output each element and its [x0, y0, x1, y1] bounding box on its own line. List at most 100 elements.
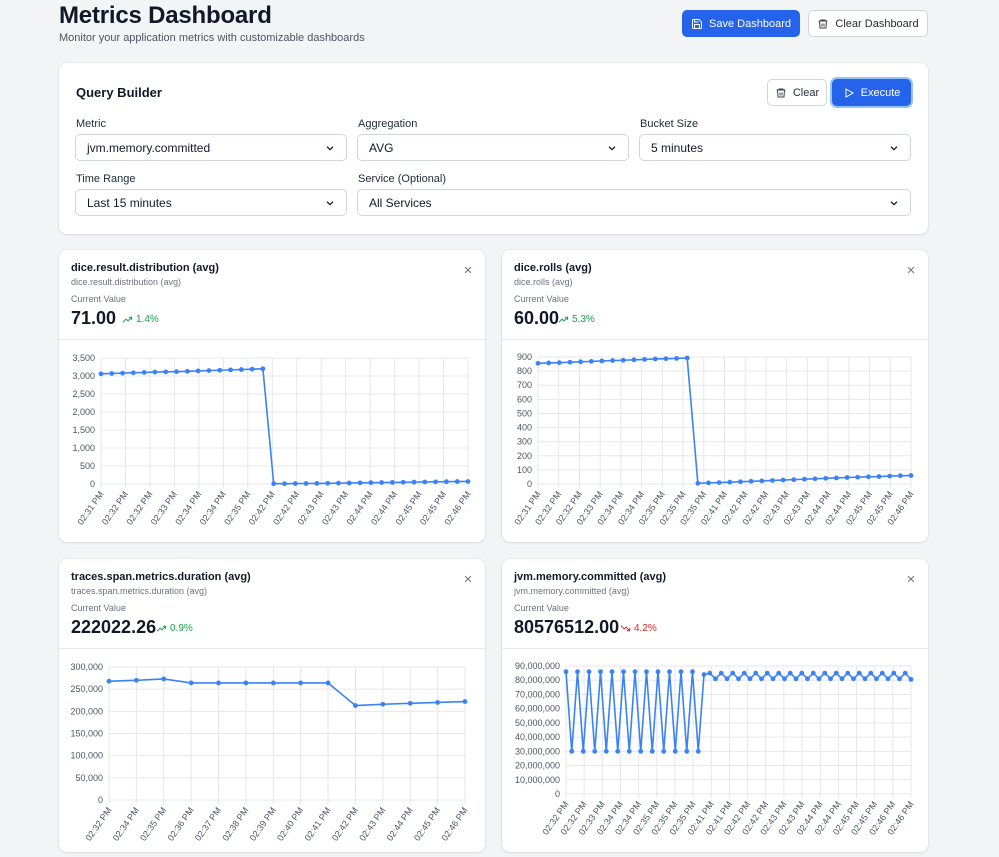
close-icon[interactable] [906, 574, 916, 584]
data-point [599, 358, 605, 364]
data-point [161, 676, 167, 682]
current-value-label: Current Value [71, 294, 126, 304]
data-point [644, 669, 649, 675]
data-point [228, 367, 233, 373]
metric-select[interactable]: jvm.memory.committed [75, 134, 347, 161]
card-divider [59, 339, 485, 340]
y-tick-label: 200,000 [70, 706, 103, 716]
data-point [433, 479, 439, 485]
data-point [839, 676, 845, 682]
data-point [569, 748, 575, 754]
data-point [802, 476, 807, 482]
data-point [663, 356, 669, 362]
data-point [695, 480, 701, 486]
data-point [674, 356, 679, 361]
line-chart: 0 10,000,000 20,000,000 30,000,000 40,000,00… [515, 661, 916, 837]
data-point [586, 669, 592, 675]
data-point [684, 355, 690, 361]
execute-label: Execute [860, 86, 901, 99]
data-point [868, 670, 874, 676]
card-subtitle: jvm.memory.committed (avg) [514, 586, 630, 596]
close-icon[interactable] [463, 265, 473, 275]
clear-dashboard-button[interactable]: Clear Dashboard [808, 10, 928, 37]
trash-icon [818, 19, 828, 28]
save-dashboard-button[interactable]: Save Dashboard [682, 10, 800, 37]
metric-card-jvm-memory-committed: jvm.memory.committed (avg) jvm.memory.co… [502, 559, 928, 852]
data-point [879, 670, 885, 676]
play-icon [845, 87, 854, 98]
data-point [556, 360, 562, 366]
data-point [667, 669, 672, 675]
data-point [174, 369, 179, 375]
data-point [793, 676, 799, 682]
data-point [249, 366, 255, 372]
data-point [353, 703, 358, 708]
x-tick-label: 02:39 PM [248, 805, 278, 842]
bucket-size-select[interactable]: 5 minutes [639, 134, 911, 161]
data-point [828, 676, 833, 682]
data-point [563, 669, 569, 675]
chevron-down-icon [890, 200, 898, 206]
data-point [271, 481, 277, 487]
dashboard-header: Metrics Dashboard Monitor your applicati… [59, 4, 929, 46]
card-title: jvm.memory.committed (avg) [514, 571, 667, 583]
chevron-down-icon [890, 145, 898, 151]
data-point [141, 370, 147, 375]
y-tick-label: 3,500 [72, 353, 95, 363]
service-select[interactable]: All Services [357, 189, 911, 216]
data-point [791, 477, 797, 483]
y-tick-label: 500 [80, 461, 95, 471]
card-divider [502, 648, 928, 649]
data-point [184, 368, 190, 374]
data-point [303, 481, 309, 486]
data-point [282, 481, 287, 487]
data-point [799, 670, 805, 676]
y-tick-label: 1,500 [72, 425, 95, 435]
data-point [422, 479, 428, 485]
data-point [380, 701, 386, 707]
data-point [626, 748, 632, 754]
x-tick-label: 02:40 PM [275, 805, 305, 842]
close-icon[interactable] [463, 574, 473, 584]
time-range-select[interactable]: Last 15 minutes [75, 189, 347, 216]
chevron-down-icon [326, 145, 334, 151]
y-tick-label: 0 [555, 789, 560, 799]
card-divider [59, 648, 485, 649]
time-range-select-value: Last 15 minutes [87, 195, 172, 210]
data-point [390, 480, 395, 485]
data-point [748, 478, 754, 484]
x-tick-label: 02:42 PM [330, 805, 360, 842]
x-tick-label: 02:41 PM [302, 805, 332, 842]
data-point [908, 473, 914, 478]
y-tick-label: 500 [517, 408, 532, 418]
trending-up-icon [122, 316, 133, 323]
service-label: Service (Optional) [358, 173, 447, 185]
data-point [609, 669, 615, 675]
data-point [706, 480, 711, 486]
data-point [716, 480, 722, 485]
data-point [834, 475, 839, 481]
y-tick-label: 0 [90, 479, 95, 489]
data-point [649, 748, 655, 754]
data-point [713, 676, 718, 682]
current-value-label: Current Value [514, 294, 569, 304]
query-clear-label: Clear [792, 86, 820, 99]
query-clear-button[interactable]: Clear [767, 79, 827, 106]
execute-button[interactable]: Execute [832, 79, 911, 106]
current-value: 222022.26 [71, 617, 157, 637]
trash-icon [776, 88, 786, 97]
close-icon[interactable] [906, 265, 916, 275]
data-point [133, 677, 139, 683]
data-point [106, 678, 112, 684]
data-point [855, 474, 861, 480]
data-point [567, 359, 573, 365]
data-point [897, 473, 903, 479]
change-value: 4.2% [634, 623, 657, 634]
aggregation-select[interactable]: AVG [357, 134, 629, 161]
data-point [325, 680, 331, 686]
y-tick-label: 800 [517, 366, 532, 376]
data-point [844, 475, 850, 480]
y-tick-label: 600 [517, 394, 532, 404]
data-point [759, 676, 764, 682]
